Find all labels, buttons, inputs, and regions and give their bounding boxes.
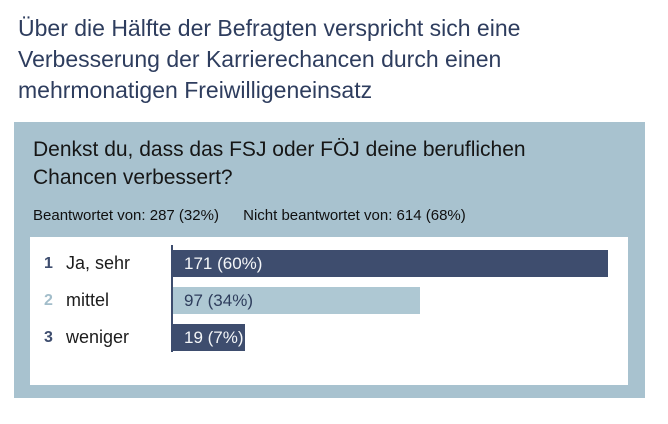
question-line-1: Denkst du, dass das FSJ oder FÖJ deine b… [33,138,526,161]
title-line-3: mehrmonatigen Freiwilligeneinsatz [18,77,373,103]
chart-row: 3 weniger 19 (7%) [44,324,628,351]
bar-track: 171 (60%) [171,250,628,277]
bar-value-label: 171 (60%) [184,253,263,273]
page-title: Über die Hälfte der Befragten verspricht… [18,13,658,106]
bar-value-label: 97 (34%) [184,290,253,310]
answered-stat: Beantwortet von: 287 (32%) [33,207,219,224]
answer-number: 2 [44,291,53,309]
bar-chart: 1 Ja, sehr 171 (60%) 2 mittel 97 (34%) 3 wenige… [44,245,628,352]
bar-track: 97 (34%) [171,287,628,314]
bar: 171 (60%) [173,250,608,277]
chart-row: 1 Ja, sehr 171 (60%) [44,250,628,277]
answer-label: mittel [66,290,110,310]
chart-panel: 1 Ja, sehr 171 (60%) 2 mittel 97 (34%) 3 wenige… [30,237,628,385]
question-line-2: Chancen verbessert? [33,166,233,189]
response-stats: Beantwortet von: 287 (32%) Nicht beantwo… [33,207,628,224]
title-line-2: Verbesserung der Karrierechancen durch e… [18,46,502,72]
bar: 19 (7%) [173,324,245,351]
answer-number: 3 [44,328,53,346]
survey-question: Denkst du, dass das FSJ oder FÖJ deine b… [33,136,628,192]
answer-label: Ja, sehr [66,253,131,273]
bar: 97 (34%) [173,287,420,314]
title-line-1: Über die Hälfte der Befragten verspricht… [18,15,521,41]
axis-line [171,245,173,352]
answer-label: weniger [66,327,130,347]
bar-track: 19 (7%) [171,324,628,351]
survey-panel: Denkst du, dass das FSJ oder FÖJ deine b… [14,122,645,398]
answer-number: 1 [44,254,53,272]
chart-row: 2 mittel 97 (34%) [44,287,628,314]
not-answered-stat: Nicht beantwortet von: 614 (68%) [243,207,466,224]
bar-value-label: 19 (7%) [184,327,244,347]
